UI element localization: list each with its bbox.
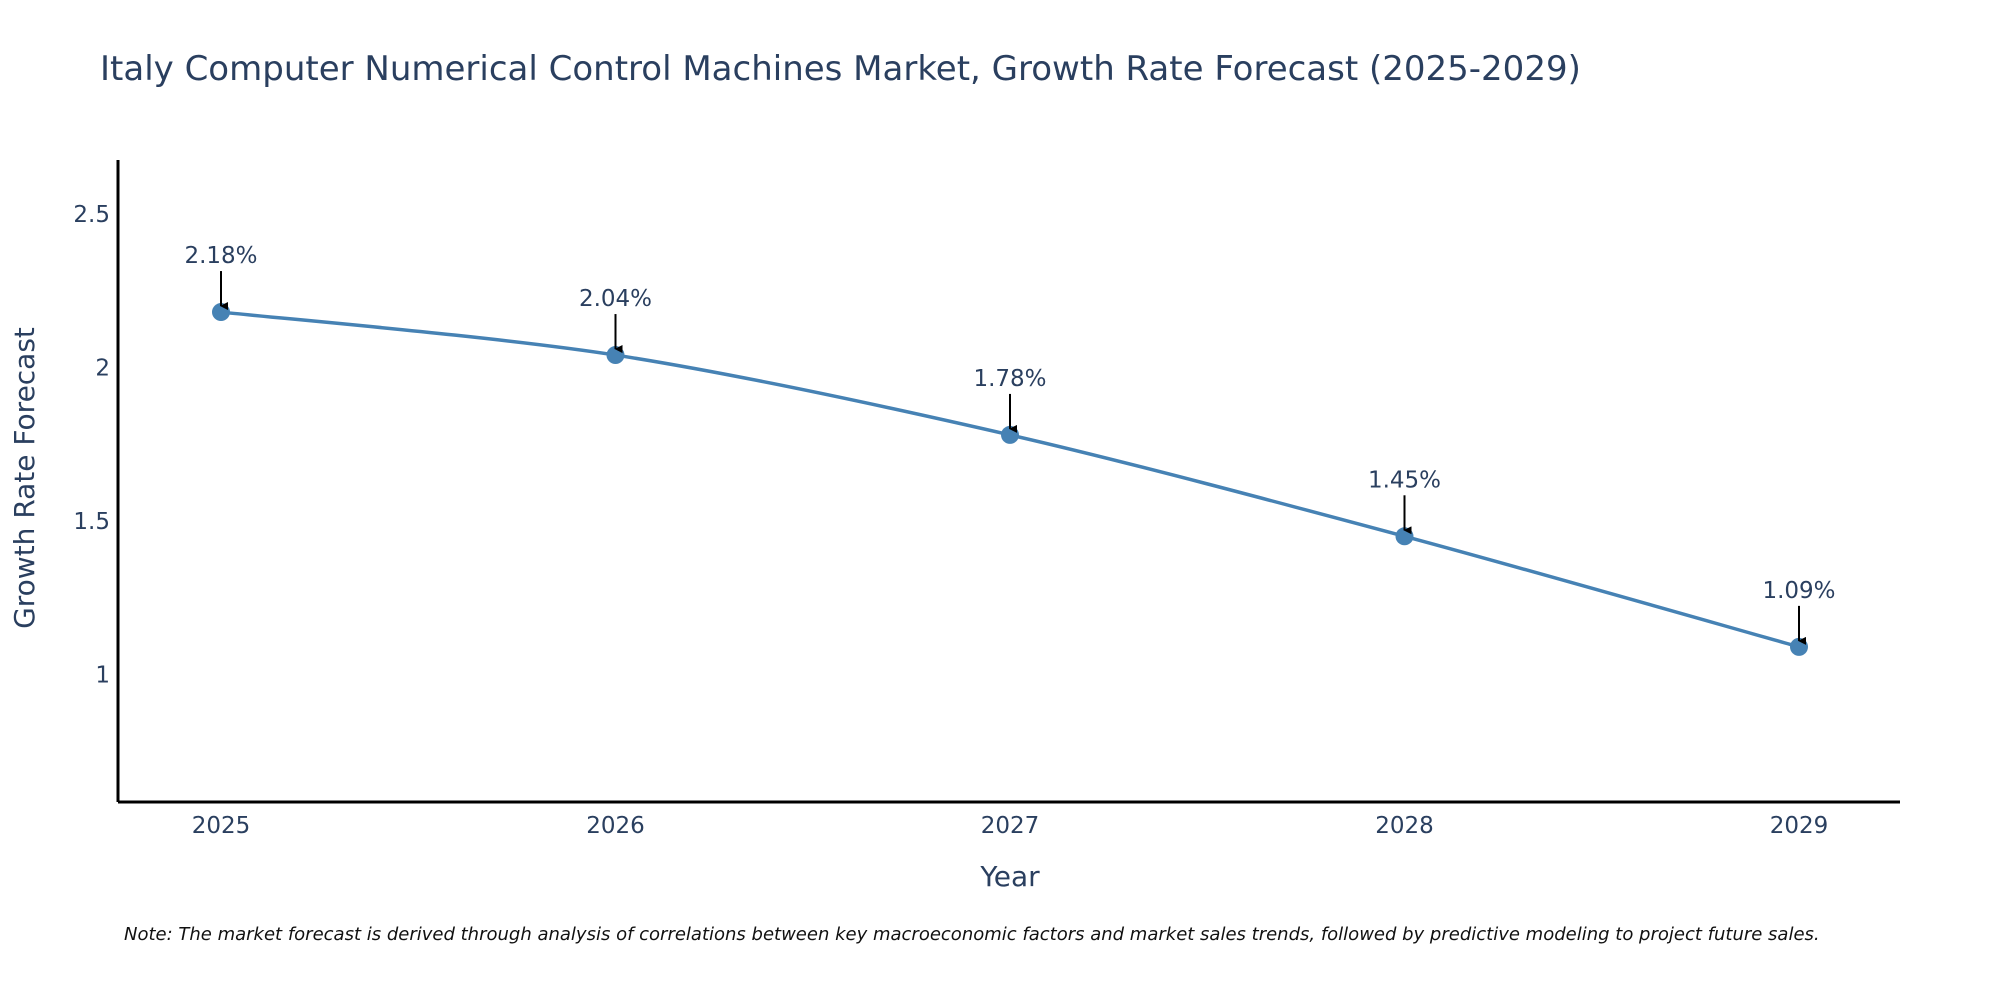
data-label: 1.45%	[1368, 467, 1441, 493]
x-tick-label: 2028	[1375, 813, 1434, 839]
x-axis-ticks: 2025 2026 2027 2028 2029	[192, 813, 1829, 839]
y-axis-title: Growth Rate Forecast	[8, 327, 41, 629]
data-label: 1.78%	[973, 366, 1046, 392]
x-axis-title: Year	[979, 860, 1040, 893]
x-tick-label: 2025	[192, 813, 251, 839]
x-tick-label: 2027	[981, 813, 1040, 839]
y-axis-ticks: 1 1.5 2 2.5	[73, 202, 110, 689]
x-tick-label: 2029	[1770, 813, 1829, 839]
footnote: Note: The market forecast is derived thr…	[124, 924, 1820, 945]
data-label: 2.04%	[579, 286, 652, 312]
plot-area: 2.18% 2.04% 1.78% 1.45% 1.09%	[184, 243, 1836, 656]
series-line	[220, 310, 1800, 649]
data-label: 1.09%	[1762, 578, 1835, 604]
y-tick-label: 1	[95, 663, 110, 689]
y-tick-label: 2.5	[73, 202, 110, 228]
data-label: 2.18%	[184, 243, 257, 269]
x-tick-label: 2026	[586, 813, 645, 839]
chart-title: Italy Computer Numerical Control Machine…	[100, 49, 1581, 89]
y-tick-label: 2	[95, 355, 110, 381]
y-tick-label: 1.5	[73, 509, 110, 535]
